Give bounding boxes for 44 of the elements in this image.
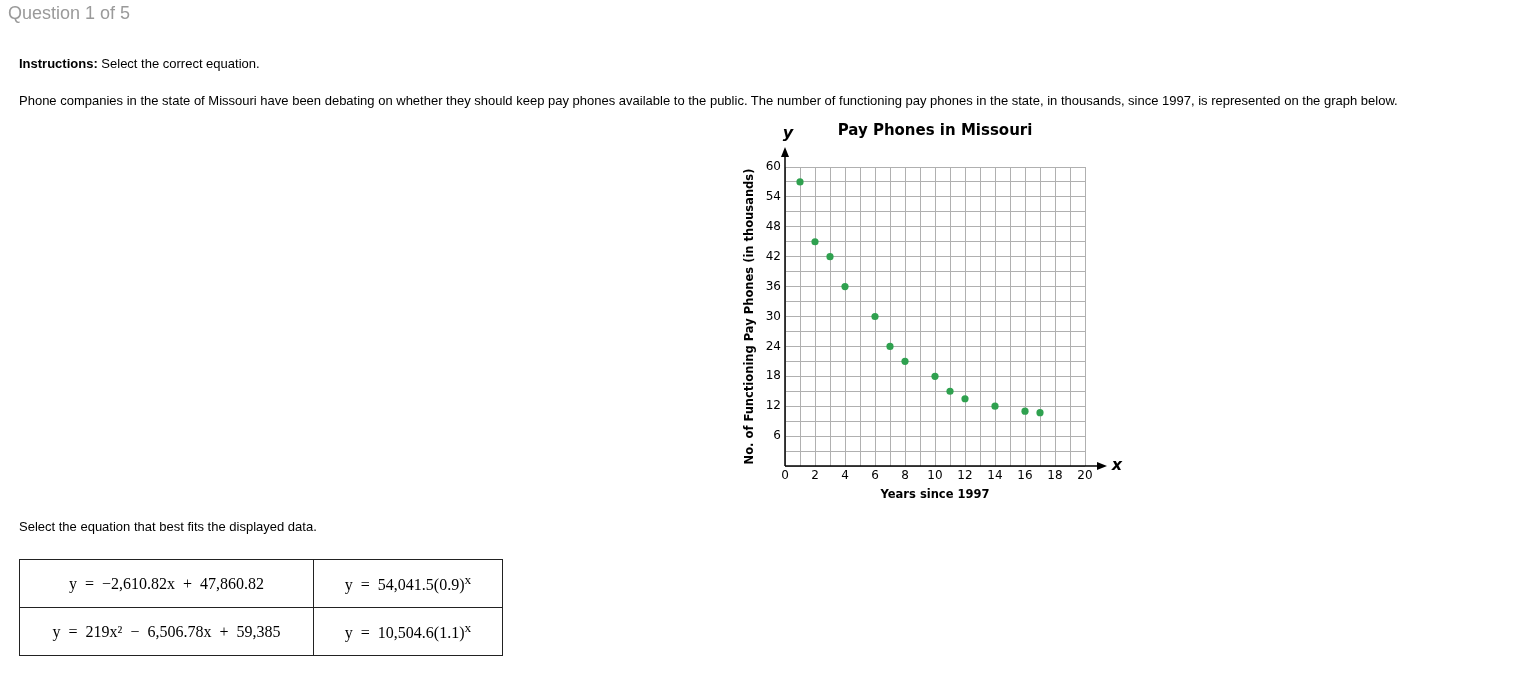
- x-axis-title: Years since 1997: [879, 487, 990, 502]
- point: [841, 283, 849, 291]
- point: [961, 395, 969, 403]
- point: [931, 372, 939, 380]
- x-tick-label: 20: [1077, 468, 1093, 483]
- point: [886, 342, 894, 350]
- point: [826, 253, 834, 261]
- y-tick-label: 24: [765, 338, 781, 353]
- point: [811, 238, 819, 246]
- x-tick-label: 16: [1017, 468, 1033, 483]
- y-tick-label: 42: [765, 248, 781, 263]
- text: Select the equation that best fits the displayed data.: [19, 519, 317, 534]
- equation-table: y = −2,610.82x + 47,860.82 y = 54,041.5(0.9)$^{x}$ y = 219x² − 6,506.78x + 59,385 y = 10,504.6(1.1)$^{x}$: [19, 559, 503, 656]
- y-axis-title: No. of Functioning Pay Phones (in thousands): [741, 168, 756, 465]
- text: y: [782, 123, 794, 143]
- y-tick-label: 54: [765, 189, 781, 204]
- x-tick-label: 14: [987, 468, 1003, 483]
- point: [871, 312, 879, 321]
- text: Phone companies in the state of Missouri have been debating on whether they should keep pay phones available to the public. The number of functioning pay phones in the state, in thousands, since 1997, is represented on the graph below.: [19, 93, 1398, 108]
- text: x: [1110, 455, 1123, 475]
- x-tick-label: 2: [811, 468, 819, 483]
- point: [946, 387, 954, 395]
- point: [991, 402, 999, 410]
- y-tick-label: 6: [773, 428, 781, 443]
- x-tick-label: 18: [1047, 468, 1063, 483]
- point: [901, 357, 909, 365]
- x-tick-label: 10: [927, 468, 943, 483]
- y-tick-label: 36: [765, 278, 781, 293]
- y-tick-label: 48: [765, 218, 781, 233]
- y-tick-label: 60: [765, 159, 781, 174]
- text: Instructions: Select the correct equation.: [19, 56, 260, 71]
- x-tick-label: 0: [781, 468, 789, 483]
- text: Question 1 of 5: [8, 3, 131, 24]
- x-tick-label: 6: [871, 468, 879, 483]
- y-tick-label: 12: [765, 398, 781, 413]
- x-tick-label: 12: [957, 468, 973, 483]
- point: [1021, 407, 1029, 415]
- x-tick-label: 4: [841, 468, 849, 483]
- x-tick-label: 8: [901, 468, 909, 483]
- y-tick-label: 18: [765, 368, 781, 383]
- point: [1036, 409, 1044, 417]
- y-tick-label: 30: [765, 308, 781, 323]
- point: [796, 178, 804, 186]
- chart-title: Pay Phones in Missouri: [837, 120, 1033, 139]
